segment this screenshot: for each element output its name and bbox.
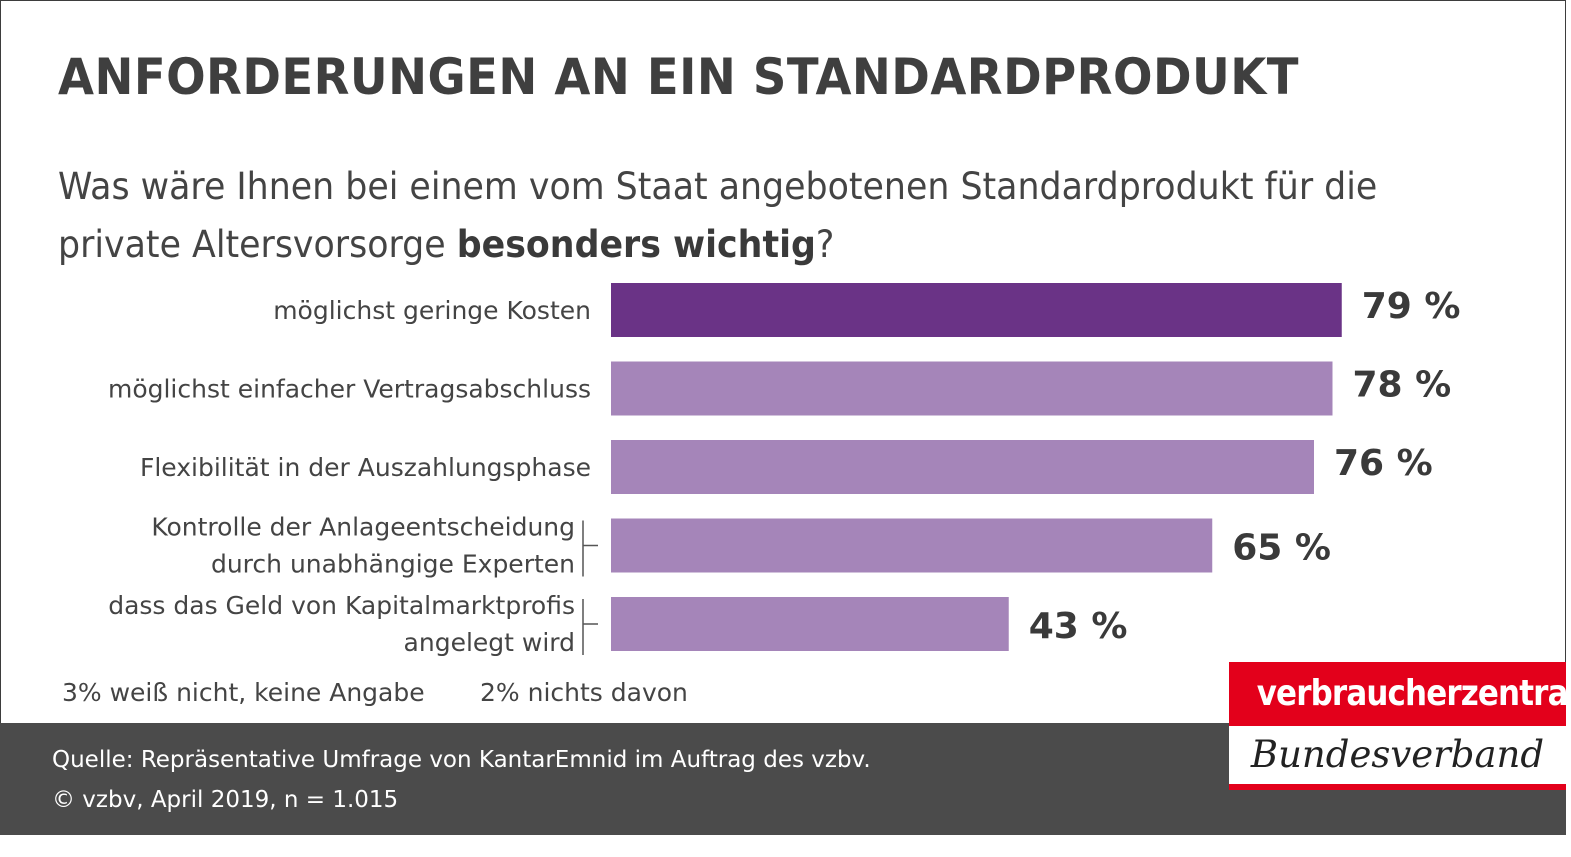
bar-chart: 79 % möglichst geringe Kosten 78 % möglichs… (108, 283, 1461, 657)
note-unknown: 3% weiß nicht, keine Angabe (62, 678, 425, 707)
vzbv-logo: verbraucherzentrale Bundesverband (1229, 662, 1571, 790)
bar-4 (611, 518, 1213, 573)
survey-question: Was wäre Ihnen bei einem vom Staat angeb… (58, 158, 1421, 274)
category-label-4-line-1: Kontrolle der Anlageentscheidung (151, 513, 575, 542)
category-label-5-line-2: angelegt wird (404, 628, 575, 657)
category-label-2-line-1: möglichst einfacher Vertragsabschluss (108, 375, 591, 404)
source-text: Quelle: Repräsentative Umfrage von Kanta… (52, 747, 871, 773)
category-label-1-line-1: möglichst geringe Kosten (273, 296, 591, 325)
bar-3 (611, 440, 1314, 494)
chart-title: ANFORDERUNGEN AN EIN STANDARDPRODUKT (58, 48, 1299, 106)
value-label-4: 65 % (1232, 528, 1331, 569)
question-text: Was wäre Ihnen bei einem vom Staat angeb… (58, 165, 1378, 266)
value-label-2: 78 % (1353, 365, 1452, 406)
category-label-4-line-2: durch unabhängige Experten (211, 550, 575, 579)
value-label-5: 43 % (1029, 606, 1128, 647)
bar-1 (611, 283, 1342, 337)
label-bracket-5 (582, 599, 598, 655)
category-label-5-line-1: dass das Geld von Kapitalmarktprofis (108, 591, 575, 620)
logo-underline (1229, 784, 1566, 790)
note-none: 2% nichts davon (480, 678, 688, 707)
logo-subline: Bundesverband (1250, 733, 1545, 776)
label-bracket-4 (582, 520, 598, 577)
logo-wordmark: verbraucherzentrale (1229, 662, 1571, 726)
category-label-3-line-1: Flexibilität in der Auszahlungsphase (140, 453, 591, 482)
question-mark: ? (815, 223, 835, 266)
value-label-1: 79 % (1362, 286, 1461, 327)
copyright-text: © vzbv, April 2019, n = 1.015 (52, 787, 399, 813)
question-emphasis: besonders wichtig (456, 223, 816, 266)
value-label-3: 76 % (1334, 443, 1433, 484)
bar-2 (611, 361, 1333, 416)
bar-5 (611, 597, 1009, 651)
